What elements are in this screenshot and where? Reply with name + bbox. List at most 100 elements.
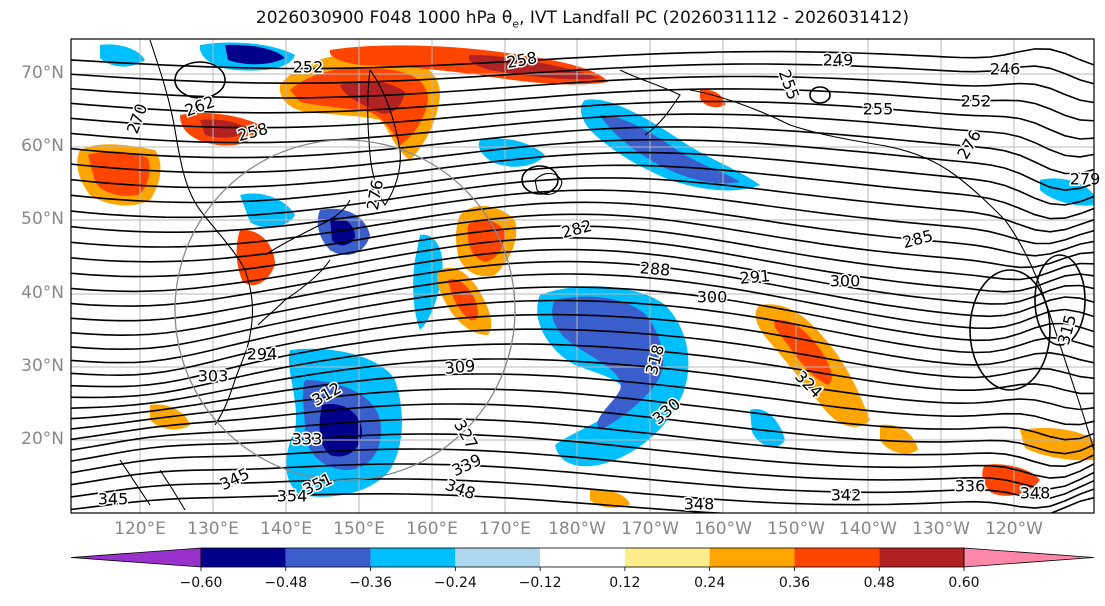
- coast-na-west: [1004, 219, 1094, 451]
- contour-line: [71, 225, 1094, 281]
- contour-label: 303: [198, 367, 229, 386]
- contour-label: 252: [961, 92, 992, 111]
- contour-line: [71, 358, 1094, 411]
- shade-red-6b: [448, 279, 478, 321]
- theta-e-contours: [71, 48, 1094, 513]
- shade-blue-5b: [330, 217, 355, 246]
- contour-label-group: 342: [829, 484, 863, 506]
- contour-line: [71, 478, 1094, 509]
- contour-line: [71, 299, 1094, 364]
- contour-closed: [969, 269, 1051, 391]
- contour-label: 258: [505, 48, 538, 72]
- contour-line: [71, 448, 1094, 490]
- contour-line: [71, 213, 1094, 269]
- shade-red-2b: [468, 55, 600, 80]
- colorbar-segment: [709, 548, 795, 567]
- contour-line: [71, 493, 1094, 513]
- lat-tick-label: 60°N: [21, 136, 64, 156]
- shade-red-4b: [200, 119, 248, 138]
- contour-line: [71, 248, 1094, 307]
- lon-tick-label: 160°E: [406, 519, 458, 539]
- lon-tick-label: 170°E: [479, 519, 531, 539]
- contour-label-group: 345: [96, 488, 130, 510]
- contour-line: [71, 164, 1094, 220]
- contour-line: [71, 138, 1094, 191]
- contour-line: [71, 286, 1094, 351]
- lon-tick-label: 160°W: [694, 519, 752, 539]
- shade-red-14: [590, 489, 630, 508]
- colorbar-tick-label: −0.12: [518, 575, 562, 591]
- shade-blue-6: [478, 138, 545, 167]
- colorbar-tick-label: −0.48: [264, 575, 308, 591]
- colorbar-segment: [624, 548, 710, 567]
- shade-blue-11: [100, 44, 145, 67]
- contour-label-group: 258: [504, 47, 540, 74]
- contour-label: 246: [990, 60, 1021, 79]
- colorbar-tick-label: −0.36: [349, 575, 392, 591]
- contour-line: [71, 63, 1094, 85]
- contour-label: 354: [277, 487, 308, 506]
- colorbar-segment: [201, 548, 286, 567]
- lon-tick-label: 140°E: [260, 519, 312, 539]
- contour-line: [71, 100, 1094, 140]
- coast-alaska: [689, 89, 1006, 221]
- shade-blue-3b: [600, 115, 740, 184]
- contour-label-group: 333: [290, 428, 324, 450]
- contour-label: 288: [639, 258, 671, 280]
- contour-label: 348: [1020, 484, 1051, 503]
- lon-tick-label: 150°E: [333, 519, 385, 539]
- contour-label: 300: [697, 288, 728, 307]
- contour-line: [71, 328, 1094, 388]
- coast-kamchatka: [367, 69, 401, 206]
- colorbar-segment: [370, 548, 456, 567]
- contour-label: 348: [684, 495, 715, 514]
- colorbar-tick-label: 0.24: [694, 575, 726, 591]
- contour-label: 291: [739, 266, 771, 288]
- contour-closed: [521, 165, 559, 195]
- colorbar-segment: [285, 548, 371, 567]
- contour-line: [71, 418, 1094, 468]
- colorbar-tick-label: 0.60: [948, 575, 980, 591]
- lon-tick-label: 180°W: [548, 519, 606, 539]
- contour-closed: [174, 61, 226, 99]
- contour-label-group: 246: [988, 58, 1022, 80]
- lon-tick-label: 120°E: [114, 519, 166, 539]
- contour-line: [71, 433, 1094, 479]
- contour-line: [71, 313, 1094, 377]
- colorbar-tick-label: 0.48: [863, 575, 895, 591]
- coast-seward: [619, 69, 681, 136]
- contour-label-group: 252: [291, 56, 325, 78]
- shade-red-13: [700, 89, 725, 108]
- lon-tick-label: 170°W: [621, 519, 679, 539]
- contour-label: 342: [831, 486, 862, 505]
- contour-label-group: 348: [682, 493, 716, 515]
- lon-tick-label: 150°W: [767, 519, 825, 539]
- contour-label-group: 354: [275, 485, 309, 507]
- colorbar-under-arrow: [70, 547, 202, 568]
- contour-closed: [809, 86, 831, 104]
- lon-tick-label: 140°W: [839, 519, 897, 539]
- coastlines: [119, 39, 1094, 511]
- shade-blue-10: [240, 193, 295, 228]
- contour-line: [71, 48, 1094, 70]
- contour-label-group: 336: [953, 475, 987, 497]
- contour-label: 249: [823, 51, 854, 70]
- contour-label: 279: [1070, 170, 1101, 189]
- colorbar-tick-label: 0.36: [778, 575, 811, 591]
- contour-line: [71, 201, 1094, 257]
- contour-line: [71, 177, 1094, 233]
- lon-tick-label: 130°W: [912, 519, 970, 539]
- colorbar: [70, 547, 1095, 571]
- lon-tick-label: 120°W: [985, 519, 1043, 539]
- shade-blue-7: [1040, 178, 1094, 206]
- colorbar-tick-label: −0.60: [179, 575, 223, 591]
- contour-label-group: 288: [638, 257, 673, 282]
- contour-label: 333: [292, 430, 323, 449]
- map-frame: [70, 38, 1095, 514]
- contour-line: [71, 151, 1094, 206]
- colorbar-segment: [794, 548, 880, 567]
- lat-tick-label: 40°N: [21, 283, 64, 303]
- contour-label: 255: [863, 100, 894, 119]
- shade-blue-8: [750, 409, 785, 447]
- coast-philippines: [119, 459, 186, 511]
